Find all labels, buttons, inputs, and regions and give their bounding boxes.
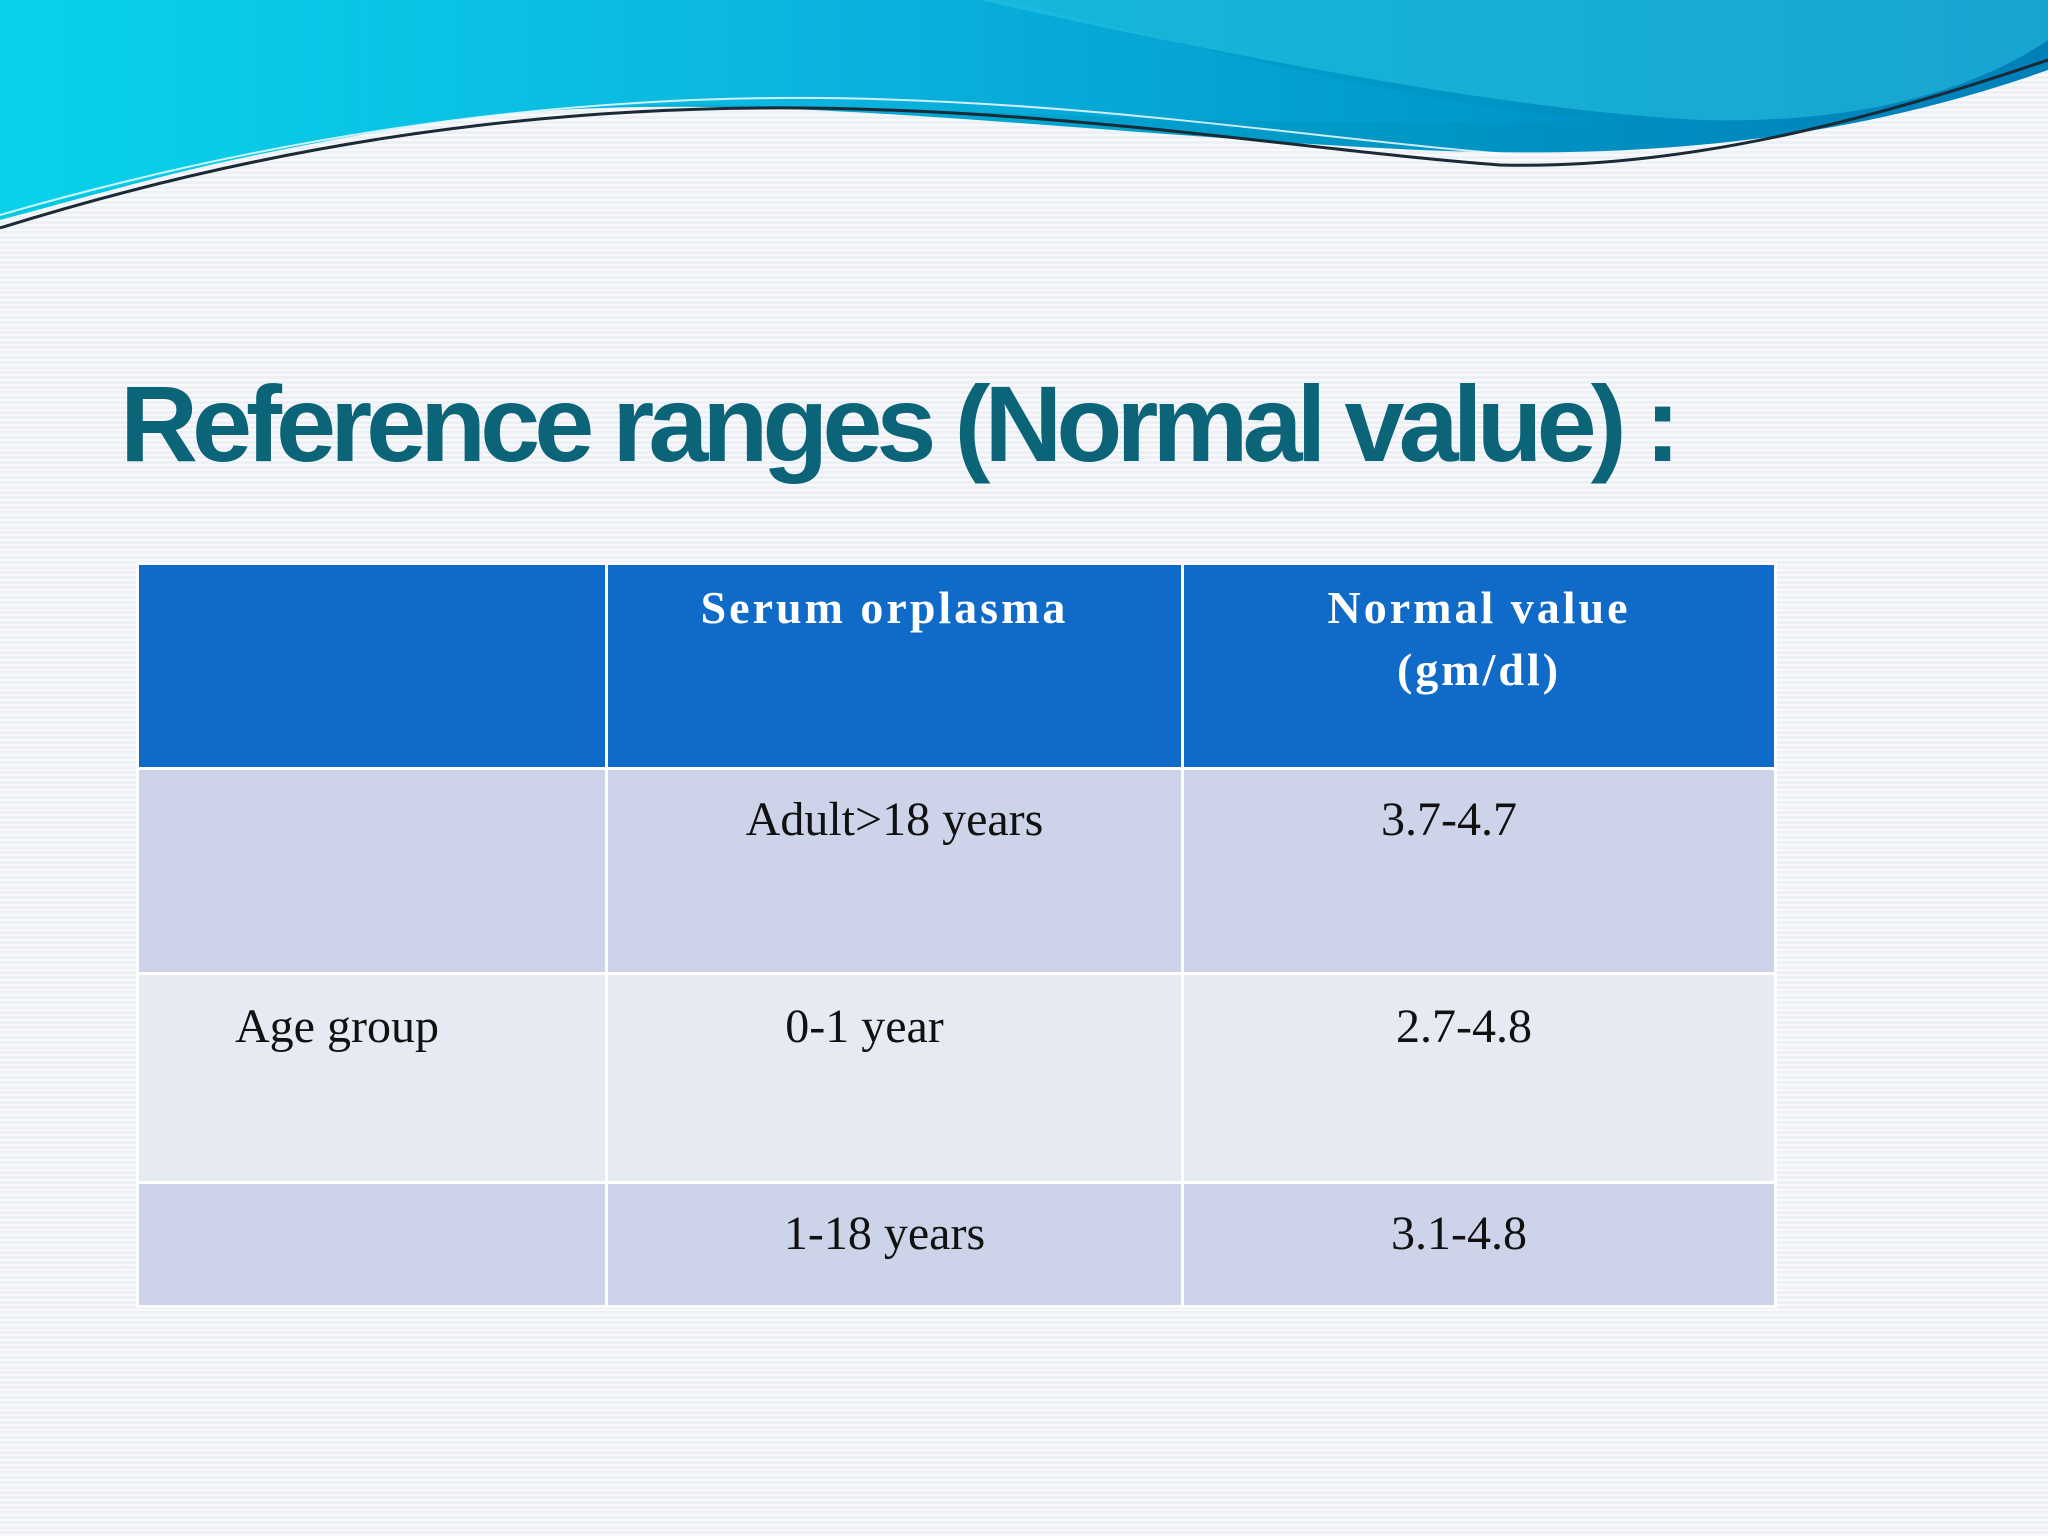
row-group-cell: 0-1 year [605, 972, 1184, 1184]
header-wave-decoration [0, 0, 2048, 230]
wave-band-front [0, 0, 1600, 215]
header-normal-value-label: Normal value (gm/dl) [1327, 582, 1631, 695]
table-header-row: Serum orplasma Normal value (gm/dl) [136, 562, 1777, 770]
row-label-cell [136, 767, 608, 975]
wave-dark-line [0, 58, 2048, 230]
row-group-cell: Adult>18 years [605, 767, 1184, 975]
reference-ranges-table: Serum orplasma Normal value (gm/dl) Adult… [136, 562, 1777, 1308]
row-group-cell: 1-18 years [605, 1181, 1184, 1308]
age-group-label: Age group [235, 1000, 439, 1053]
table-row: Adult>18 years 3.7-4.7 [136, 767, 1777, 975]
table-row: 1-18 years 3.1-4.8 [136, 1181, 1777, 1308]
row-value-cell: 3.1-4.8 [1181, 1181, 1777, 1308]
wave-highlight [980, 0, 2048, 121]
row-value-cell: 3.7-4.7 [1181, 767, 1777, 975]
header-cell-serum: Serum orplasma [605, 562, 1184, 770]
header-cell-empty [136, 562, 608, 770]
slide-title: Reference ranges (Normal value) : [120, 363, 1681, 484]
header-serum-label: Serum orplasma [700, 582, 1069, 633]
wave-light-line [0, 96, 1521, 216]
table-row: Age group 0-1 year 2.7-4.8 [136, 972, 1777, 1184]
row-value-cell: 2.7-4.8 [1181, 972, 1777, 1184]
header-cell-normal-value: Normal value (gm/dl) [1181, 562, 1777, 770]
row-label-cell [136, 1181, 608, 1308]
row-label-cell: Age group [136, 972, 608, 1184]
